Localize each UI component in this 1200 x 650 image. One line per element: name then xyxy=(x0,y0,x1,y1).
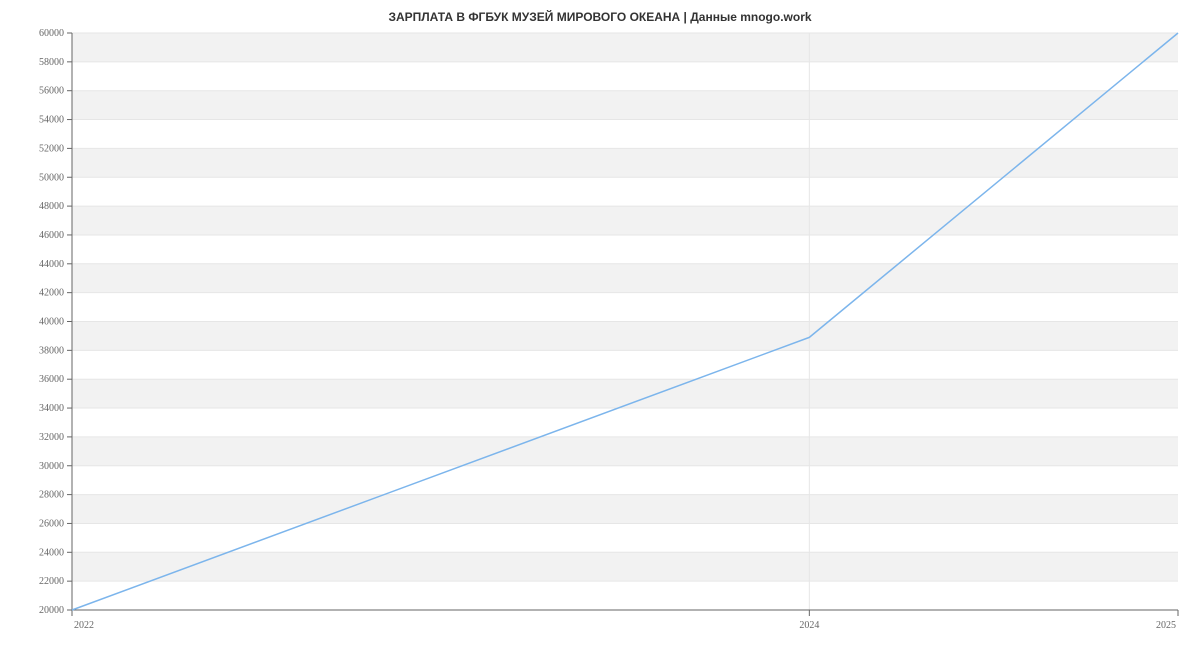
svg-text:34000: 34000 xyxy=(39,403,64,414)
svg-text:26000: 26000 xyxy=(39,518,64,529)
svg-text:52000: 52000 xyxy=(39,143,64,154)
svg-text:54000: 54000 xyxy=(39,115,64,126)
svg-text:48000: 48000 xyxy=(39,201,64,212)
svg-text:30000: 30000 xyxy=(39,461,64,472)
svg-text:60000: 60000 xyxy=(39,28,64,39)
svg-text:2025: 2025 xyxy=(1156,620,1176,631)
line-chart: 20000 22000 24000 26000 28000 30000 32000 34000… xyxy=(0,0,1200,650)
svg-text:36000: 36000 xyxy=(39,374,64,385)
svg-text:44000: 44000 xyxy=(39,259,64,270)
svg-text:20000: 20000 xyxy=(39,605,64,616)
svg-text:40000: 40000 xyxy=(39,317,64,328)
svg-text:22000: 22000 xyxy=(39,576,64,587)
svg-text:24000: 24000 xyxy=(39,547,64,558)
svg-text:38000: 38000 xyxy=(39,345,64,356)
svg-text:28000: 28000 xyxy=(39,490,64,501)
svg-text:42000: 42000 xyxy=(39,288,64,299)
svg-text:32000: 32000 xyxy=(39,432,64,443)
svg-text:58000: 58000 xyxy=(39,57,64,68)
svg-text:2024: 2024 xyxy=(799,620,819,631)
svg-text:56000: 56000 xyxy=(39,86,64,97)
svg-text:46000: 46000 xyxy=(39,230,64,241)
svg-text:2022: 2022 xyxy=(74,620,94,631)
svg-text:50000: 50000 xyxy=(39,172,64,183)
